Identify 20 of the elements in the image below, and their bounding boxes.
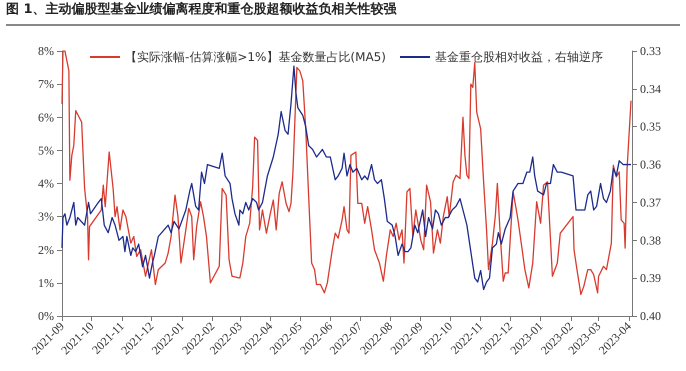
y2-tick-label: 0.40 [640,309,661,323]
y-tick-label: 6% [38,110,54,124]
y-tick-label: 2% [38,242,54,257]
y-tick-label: 7% [38,77,54,92]
y2-tick-label: 0.36 [640,158,661,172]
y-tick-label: 3% [38,210,54,224]
y-tick-label: 8% [38,44,54,58]
y2-tick-label: 0.33 [640,44,661,58]
y2-tick-label: 0.38 [640,233,661,248]
y-tick-label: 0% [38,309,54,323]
y2-tick-label: 0.37 [640,195,661,210]
y2-tick-label: 0.35 [640,120,661,134]
y2-tick-label: 0.39 [640,271,661,286]
y-tick-label: 4% [38,176,54,190]
legend-label: 基金重仓股相对收益，右轴逆序 [434,50,603,64]
legend-label: 【实际涨幅-估算涨幅>1%】基金数量占比(MA5) [125,50,386,64]
y2-tick-label: 0.34 [640,82,661,96]
y-tick-label: 1% [38,276,54,290]
y-tick-label: 5% [38,143,54,158]
chart-title: 图 1、主动偏股型基金业绩偏离程度和重仓股超额收益负相关性较强 [6,0,680,26]
